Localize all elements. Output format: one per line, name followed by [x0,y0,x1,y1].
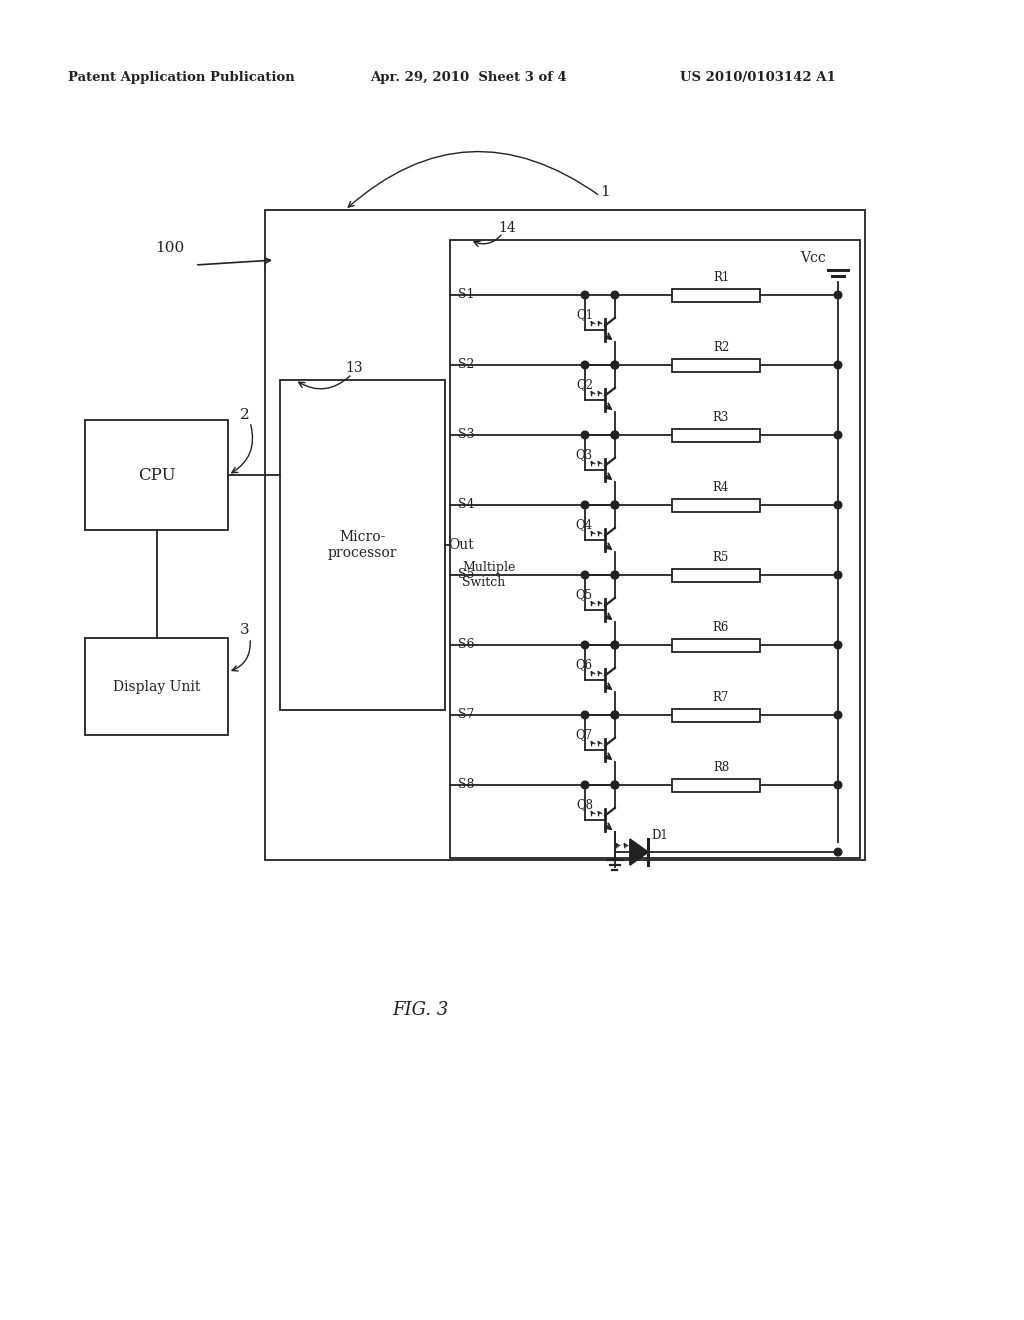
Text: D1: D1 [651,829,668,842]
Bar [672,289,760,301]
Circle shape [835,781,842,789]
Text: Q4: Q4 [575,517,593,531]
Text: R5: R5 [713,550,729,564]
Bar [672,639,760,652]
Circle shape [611,711,618,719]
Bar [672,429,760,441]
Text: Q8: Q8 [575,799,593,810]
Text: Apr. 29, 2010  Sheet 3 of 4: Apr. 29, 2010 Sheet 3 of 4 [370,71,566,84]
Circle shape [611,432,618,438]
Circle shape [582,362,589,368]
Text: R4: R4 [713,480,729,494]
Circle shape [611,781,618,789]
Bar [672,569,760,582]
Text: S2: S2 [458,359,474,371]
Text: S4: S4 [458,499,474,511]
Circle shape [611,572,618,578]
Text: Display Unit: Display Unit [113,680,200,693]
Text: 1: 1 [600,185,609,199]
Bar [672,709,760,722]
Text: Q1: Q1 [575,308,593,321]
Circle shape [835,642,842,649]
Circle shape [835,572,842,578]
Text: Micro-
processor: Micro- processor [328,529,397,560]
Text: S1: S1 [458,289,474,301]
Text: US 2010/0103142 A1: US 2010/0103142 A1 [680,71,836,84]
Circle shape [582,292,589,298]
Circle shape [611,642,618,649]
Circle shape [611,432,618,438]
Bar [265,210,865,861]
Text: Out: Out [449,539,474,552]
Polygon shape [630,840,648,865]
Text: Q7: Q7 [575,729,593,741]
Circle shape [582,781,589,789]
Circle shape [611,292,618,298]
Text: R7: R7 [713,690,729,704]
Text: Q6: Q6 [575,657,593,671]
Circle shape [611,642,618,649]
Bar [672,359,760,371]
Text: FIG. 3: FIG. 3 [392,1001,449,1019]
Text: R6: R6 [713,620,729,634]
Circle shape [611,502,618,508]
Text: Multiple
Switch: Multiple Switch [462,561,515,589]
Circle shape [835,502,842,508]
Circle shape [835,432,842,438]
Circle shape [835,292,842,298]
Text: R3: R3 [713,411,729,424]
Circle shape [611,362,618,368]
Text: R2: R2 [713,341,729,354]
Bar [85,638,228,735]
Text: 3: 3 [240,623,250,638]
Text: CPU: CPU [137,466,175,483]
Circle shape [582,432,589,438]
Text: R1: R1 [713,271,729,284]
Bar [672,499,760,511]
Text: 100: 100 [155,242,184,255]
Text: Q3: Q3 [575,447,593,461]
Text: Q5: Q5 [575,587,593,601]
Text: S3: S3 [458,429,474,441]
Text: S5: S5 [458,569,474,582]
Text: 13: 13 [345,360,362,375]
Circle shape [582,711,589,719]
Bar [672,779,760,792]
Text: Vcc: Vcc [800,251,825,265]
Bar [85,420,228,531]
Text: Patent Application Publication: Patent Application Publication [68,71,295,84]
Circle shape [582,502,589,508]
Text: 14: 14 [498,220,516,235]
Circle shape [611,711,618,719]
Text: S6: S6 [458,639,474,652]
Circle shape [611,572,618,578]
Bar [450,240,860,858]
Text: S8: S8 [458,779,474,792]
Bar [280,380,445,710]
Text: 2: 2 [240,408,250,422]
Circle shape [611,781,618,789]
Text: Q2: Q2 [575,378,593,391]
Circle shape [582,642,589,649]
Text: S7: S7 [458,709,474,722]
Circle shape [835,711,842,719]
Text: R8: R8 [713,762,729,774]
Circle shape [835,362,842,368]
Circle shape [835,849,842,855]
Circle shape [611,502,618,508]
Circle shape [582,572,589,578]
Circle shape [611,362,618,368]
